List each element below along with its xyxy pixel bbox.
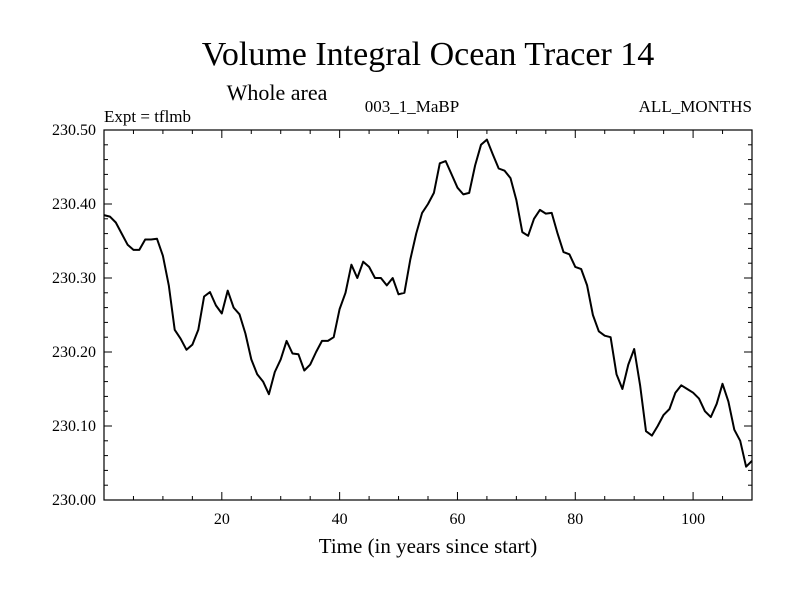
x-tick-label: 20 [214, 511, 230, 528]
y-tick-label: 230.20 [52, 344, 96, 361]
x-tick-label: 60 [449, 511, 465, 528]
y-tick-label: 230.10 [52, 418, 96, 435]
x-axis-label: Time (in years since start) [319, 534, 538, 558]
y-axis: 230.00 230.10 230.20 230.30 230.40 230.50 [52, 122, 752, 509]
y-tick-label: 230.40 [52, 196, 96, 213]
months-label: ALL_MONTHS [639, 97, 752, 116]
chart-title: Volume Integral Ocean Tracer 14 [202, 36, 655, 73]
x-tick-label: 40 [332, 511, 348, 528]
x-tick-label: 80 [567, 511, 583, 528]
series-line [103, 138, 753, 468]
experiment-label: Expt = tflmb [104, 107, 191, 126]
x-tick-label: 100 [681, 511, 705, 528]
run-label: 003_1_MaBP [365, 97, 459, 116]
y-tick-label: 230.50 [52, 122, 96, 139]
y-tick-label: 230.00 [52, 492, 96, 509]
x-axis: 20 40 60 80 100 [132, 130, 724, 528]
chart-subtitle: Whole area [227, 80, 328, 105]
y-tick-label: 230.30 [52, 270, 96, 287]
series-group [103, 138, 753, 468]
